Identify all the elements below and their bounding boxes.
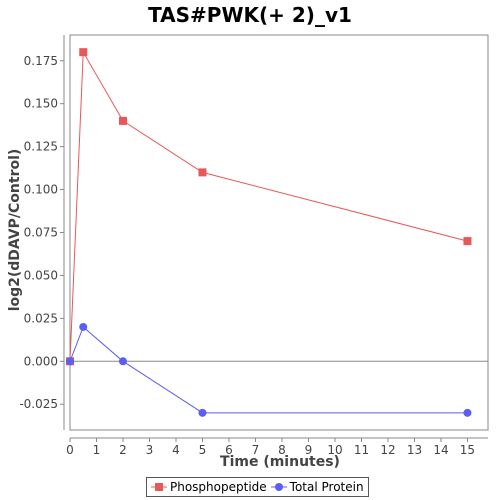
x-tick-label: 0: [66, 443, 74, 457]
y-tick-label: 0.100: [24, 183, 58, 197]
data-point: [66, 357, 74, 366]
x-tick-label: 10: [327, 443, 342, 457]
y-axis-label: log2(dDAVP/Control): [7, 149, 23, 312]
y-tick-label: 0.050: [24, 268, 58, 282]
y-tick-label: 0.025: [24, 311, 58, 325]
x-tick-label: 6: [225, 443, 233, 457]
data-point: [463, 237, 472, 246]
x-tick-label: 13: [407, 443, 422, 457]
legend: Phosphopeptide Total Protein: [146, 477, 369, 497]
legend-item: Total Protein: [270, 480, 364, 494]
data-point: [79, 322, 88, 331]
legend-swatch: [270, 483, 287, 491]
x-axis-label: Time (minutes): [220, 454, 340, 470]
legend-item: Phosphopeptide: [151, 480, 267, 494]
legend-label: Total Protein: [289, 480, 364, 494]
y-tick-label: -0.025: [19, 397, 58, 411]
data-point: [198, 408, 207, 417]
chart-title: TAS#PWK(+ 2)_v1: [148, 3, 352, 27]
x-tick-label: 7: [252, 443, 260, 457]
x-tick-label: 3: [146, 443, 154, 457]
series-line-total-protein: [69, 326, 468, 414]
x-tick-label: 2: [119, 443, 127, 457]
x-tick-label: 11: [354, 443, 369, 457]
legend-label: Phosphopeptide: [170, 480, 267, 494]
data-point: [118, 116, 127, 125]
data-point: [198, 168, 207, 177]
x-tick-label: 12: [380, 443, 395, 457]
x-tick-label: 1: [93, 443, 101, 457]
data-point: [79, 48, 88, 57]
y-tick-label: 0.175: [24, 54, 58, 68]
x-tick-label: 9: [305, 443, 313, 457]
x-tick-label: 4: [172, 443, 180, 457]
plot-border: [69, 34, 489, 431]
x-tick-label: 15: [460, 443, 475, 457]
x-tick-label: 5: [199, 443, 207, 457]
x-tick-label: 14: [433, 443, 448, 457]
plot-area: -0.025 0.000 0.025 0.050 0.075 0.100 0.125 0.15…: [19, 34, 489, 457]
y-tick-label: 0.150: [24, 97, 58, 111]
series-line-phosphopeptide: [69, 50, 468, 362]
y-tick-label: 0.000: [24, 354, 58, 368]
y-tick-label: 0.125: [24, 140, 58, 154]
y-tick-label: 0.075: [24, 226, 58, 240]
data-point: [118, 357, 127, 366]
x-tick-label: 8: [278, 443, 286, 457]
data-point: [463, 408, 472, 417]
legend-swatch: [151, 483, 167, 491]
